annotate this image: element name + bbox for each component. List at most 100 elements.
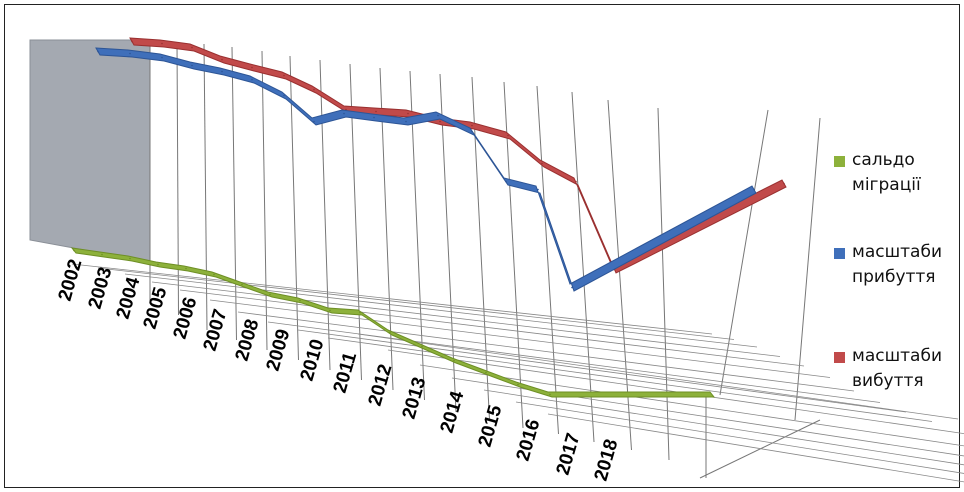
data-point xyxy=(517,383,519,386)
data-point xyxy=(405,120,407,123)
data-point xyxy=(251,66,253,69)
data-point xyxy=(161,56,163,59)
data-point xyxy=(191,64,193,67)
legend-swatch xyxy=(834,352,845,363)
floor-line xyxy=(179,289,805,367)
data-point xyxy=(221,70,223,73)
grid-line xyxy=(176,41,179,316)
series-ribbon xyxy=(70,247,716,398)
floor-line xyxy=(209,299,831,378)
data-point xyxy=(129,52,131,55)
grid-line xyxy=(571,91,595,443)
data-point xyxy=(161,42,163,45)
x-tick-label: 2012 xyxy=(365,362,397,408)
grid-line xyxy=(203,43,208,331)
x-tick-label: 2003 xyxy=(85,265,117,311)
data-point xyxy=(283,94,285,97)
data-point xyxy=(213,273,215,276)
data-point xyxy=(537,188,539,191)
floor-line xyxy=(419,364,964,447)
x-tick-label: 2002 xyxy=(55,257,87,303)
grid-line xyxy=(261,50,268,351)
floor-line xyxy=(483,389,964,466)
data-point xyxy=(507,134,509,137)
back-wall xyxy=(29,39,151,263)
data-point xyxy=(421,345,423,348)
data-point xyxy=(783,182,785,185)
grid-line xyxy=(657,107,670,461)
x-tick-label: 2013 xyxy=(399,375,431,421)
floor-line xyxy=(547,413,964,483)
floor-line xyxy=(237,311,855,392)
data-point xyxy=(471,124,473,127)
data-point xyxy=(251,78,253,81)
data-point xyxy=(485,371,487,374)
data-point xyxy=(437,114,439,117)
data-point xyxy=(73,249,75,252)
legend-label: сальдо міграції xyxy=(852,150,921,195)
legend-swatch xyxy=(834,156,845,167)
series-2 xyxy=(95,47,757,292)
floor-line xyxy=(297,329,907,413)
legend-swatch xyxy=(834,248,845,259)
legend-label: масштаби вибуття xyxy=(852,346,942,391)
x-tick-label: 2015 xyxy=(475,403,507,450)
x-tick-label: 2004 xyxy=(113,275,145,322)
chart-frame xyxy=(4,4,960,488)
grid-line xyxy=(794,117,821,421)
grid-line xyxy=(319,59,331,371)
x-tick-label: 2010 xyxy=(297,337,329,383)
floor-line xyxy=(327,337,933,422)
data-point xyxy=(157,263,159,266)
data-point xyxy=(541,162,543,165)
data-point xyxy=(329,309,331,312)
x-tick-label: 2014 xyxy=(437,389,469,436)
floor-line xyxy=(124,273,758,348)
data-point xyxy=(549,393,551,396)
data-point xyxy=(571,286,573,289)
floor xyxy=(71,263,964,483)
data-point xyxy=(375,110,377,113)
data-point xyxy=(313,120,315,123)
x-tick-label: 2009 xyxy=(263,327,295,373)
grid-line xyxy=(289,55,299,361)
data-point xyxy=(299,299,301,302)
data-point xyxy=(471,130,473,133)
x-tick-label: 2017 xyxy=(553,431,585,477)
x-tick-label: 2016 xyxy=(513,417,545,463)
data-point xyxy=(97,50,99,53)
series-ribbon xyxy=(95,47,757,292)
data-point xyxy=(191,46,193,49)
series-ribbon xyxy=(129,37,787,274)
floor-line xyxy=(515,401,964,474)
grid-line xyxy=(719,109,769,396)
data-point xyxy=(389,331,391,334)
floor-line xyxy=(97,267,735,340)
x-tick-label: 2011 xyxy=(330,350,362,396)
data-point xyxy=(505,180,507,183)
x-tick-label: 2006 xyxy=(170,295,202,341)
data-point xyxy=(453,359,455,362)
data-point xyxy=(241,283,243,286)
data-point xyxy=(283,74,285,77)
data-point xyxy=(129,257,131,260)
data-point xyxy=(575,180,577,183)
legend-label: масштаби прибуття xyxy=(852,242,942,287)
grid-line xyxy=(503,81,524,429)
grid-line xyxy=(471,76,490,421)
x-tick-label: 2018 xyxy=(591,437,623,483)
data-point xyxy=(101,253,103,256)
data-point xyxy=(345,108,347,111)
series-1 xyxy=(70,247,716,398)
data-point xyxy=(359,311,361,314)
data-point xyxy=(221,58,223,61)
data-point xyxy=(131,40,133,43)
floor-line xyxy=(71,263,713,335)
floor-line xyxy=(357,333,959,420)
data-point xyxy=(373,116,375,119)
x-tick-label: 2005 xyxy=(140,285,172,332)
data-point xyxy=(313,88,315,91)
grid-line xyxy=(536,85,559,435)
